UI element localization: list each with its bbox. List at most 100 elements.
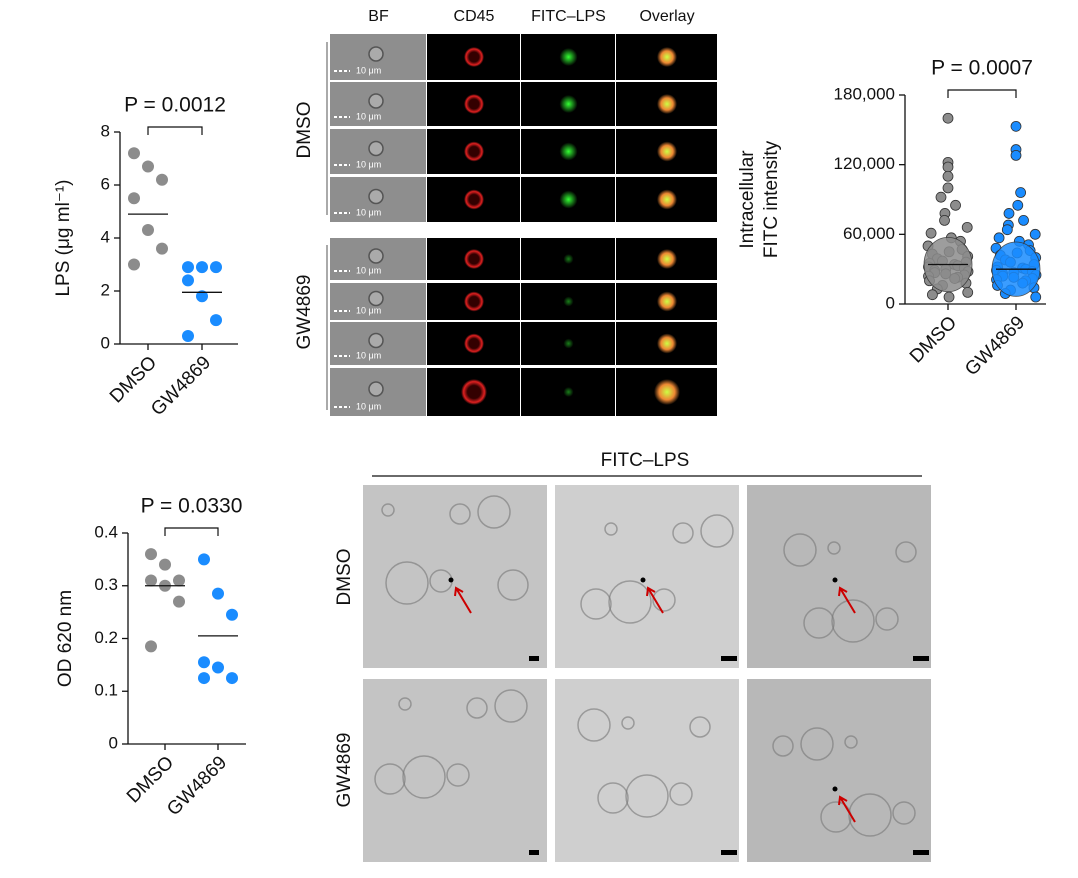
p-value: P = 0.0007 [931, 57, 1033, 80]
fluorescent-cell [657, 333, 677, 354]
em-texture [800, 727, 834, 761]
em-scale-bar [529, 850, 539, 855]
data-point [159, 558, 171, 571]
fluorescent-cell [559, 190, 578, 209]
gold-particle [448, 577, 454, 583]
em-texture [669, 782, 693, 806]
y-tick-label: 0.1 [94, 681, 118, 700]
gold-particle [832, 786, 838, 792]
column-header: BF [368, 8, 389, 25]
scale-bar-label: 10 μm [356, 401, 381, 411]
x-tick-label: DMSO [906, 312, 961, 367]
scale-bar-label: 10 μm [356, 111, 381, 121]
y-tick-label: 4 [101, 227, 110, 246]
data-point [226, 608, 238, 621]
em-texture [466, 697, 488, 719]
em-image [747, 679, 931, 862]
bf-cell [368, 381, 384, 397]
em-texture [449, 503, 471, 525]
em-image [555, 679, 739, 862]
scale-bar-label: 10 μm [356, 350, 381, 360]
significance-bracket [164, 527, 219, 536]
em-scale-bar [721, 656, 737, 661]
data-point [1001, 224, 1013, 236]
em-image [363, 485, 547, 668]
em-texture [803, 607, 835, 639]
em-texture [895, 541, 917, 563]
fluorescent-cell [657, 94, 677, 114]
fluorescent-cell [464, 141, 484, 162]
data-point [942, 182, 954, 194]
scale-bar-label: 10 μm [356, 207, 381, 217]
scale-bar-label: 10 μm [356, 265, 381, 275]
bf-cell [368, 290, 384, 307]
data-point [128, 192, 140, 205]
em-texture [580, 588, 612, 620]
em-texture [672, 522, 694, 544]
fluorescent-cell [464, 94, 484, 114]
data-point [961, 221, 973, 233]
data-point [210, 314, 222, 327]
y-tick-label: 0 [101, 333, 110, 352]
y-tick-label: 2 [101, 280, 110, 299]
y-tick-label: 0 [886, 293, 895, 312]
fluorescent-cell [563, 338, 574, 349]
data-point [196, 261, 208, 274]
column-header: FITC–LPS [531, 8, 606, 25]
em-texture [577, 708, 611, 742]
arrow [454, 586, 472, 614]
data-point [145, 574, 157, 587]
fluorescent-cell [563, 254, 574, 264]
fluorescent-cell [563, 296, 574, 307]
data-point [943, 291, 955, 303]
fluorescent-cell [657, 291, 677, 312]
fluorescent-cell [464, 189, 484, 210]
fluorescent-cell [559, 95, 578, 113]
row-label: GW4869 [334, 733, 355, 808]
data-point [145, 640, 157, 653]
data-point [142, 224, 154, 237]
em-texture [827, 541, 841, 555]
em-title: FITC–LPS [601, 450, 690, 471]
row-label: DMSO [294, 102, 315, 159]
data-point [128, 258, 140, 271]
arrow [838, 795, 856, 823]
data-point [935, 191, 947, 203]
row-label: DMSO [334, 549, 355, 606]
em-texture [625, 774, 669, 818]
data-point [182, 261, 194, 274]
em-scale-bar [913, 656, 929, 661]
significance-bracket [947, 89, 1017, 98]
column-header: CD45 [454, 8, 495, 25]
data-point [182, 330, 194, 343]
data-point [210, 261, 222, 274]
data-point [1018, 214, 1029, 226]
y-tick-label: 0.4 [94, 522, 118, 541]
em-texture [597, 782, 629, 814]
y-tick-label: 6 [101, 174, 110, 193]
data-point [198, 656, 210, 669]
em-texture [381, 503, 395, 517]
column-header: Overlay [639, 8, 694, 25]
data-point [182, 274, 194, 287]
data-point [925, 227, 937, 239]
bf-cell [368, 140, 384, 157]
data-point [156, 173, 168, 186]
fluorescent-cell [657, 47, 677, 67]
scale-bar-label: 10 μm [356, 159, 381, 169]
em-texture [700, 514, 734, 548]
y-tick-label: 0 [109, 733, 118, 752]
data-point [145, 548, 157, 561]
bf-cell [368, 248, 384, 264]
x-tick-label: GW4869 [961, 312, 1029, 380]
data-point [173, 574, 185, 587]
fluorescent-cell [464, 333, 484, 354]
scale-bar-label: 10 μm [356, 305, 381, 315]
em-scale-bar [913, 850, 929, 855]
fluorescent-cell [461, 379, 487, 405]
y-axis-label: OD 620 nm [55, 590, 76, 687]
arrow [646, 586, 664, 614]
em-texture [477, 495, 511, 529]
